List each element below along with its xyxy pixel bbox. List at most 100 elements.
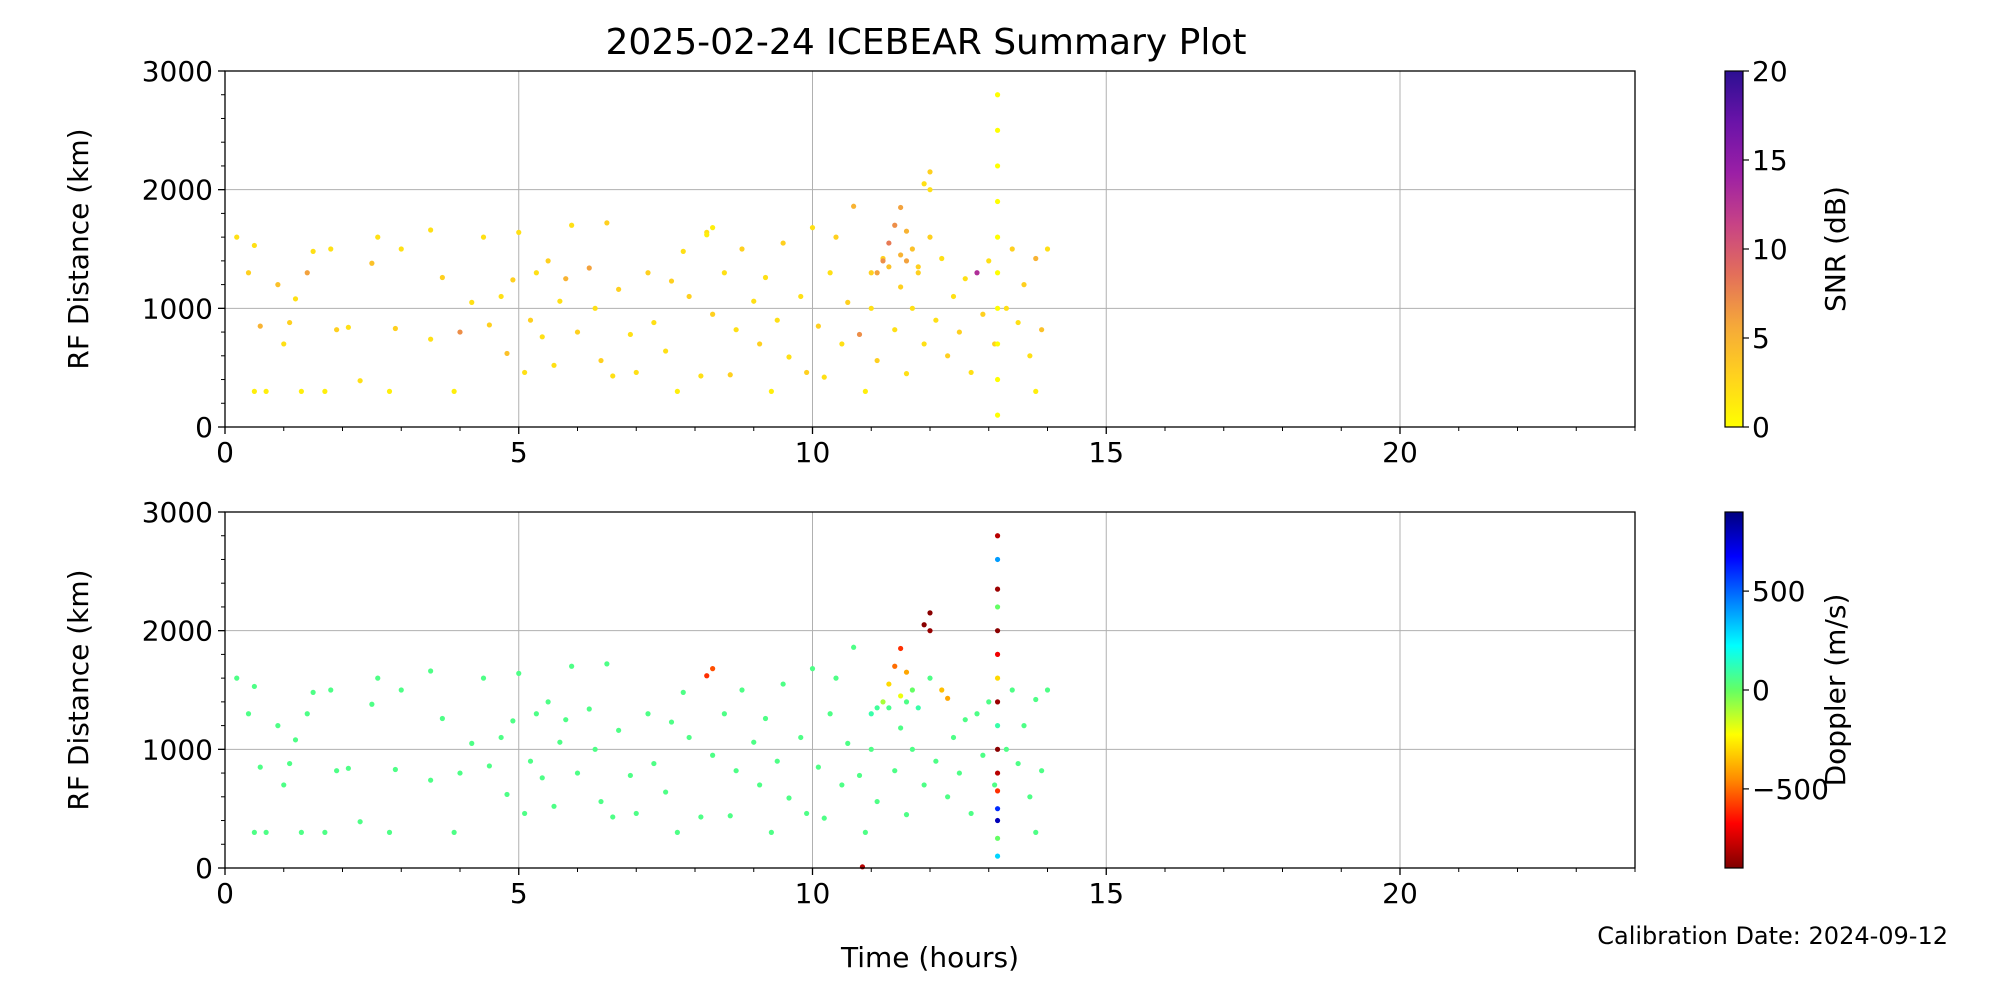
data-point [616, 286, 622, 292]
data-point [956, 770, 962, 776]
data-point [1009, 246, 1015, 252]
data-point [245, 270, 252, 276]
data-point [739, 687, 745, 693]
colorbar-tick-label: 20 [1752, 55, 1788, 88]
data-point [994, 163, 1001, 169]
y-tick-label: 0 [195, 852, 213, 885]
plot-panel: 0 5 10 15 20 0 1000 2000 3000 RF Distance (km) [62, 496, 1636, 910]
data-point [328, 687, 334, 693]
data-point [586, 706, 592, 712]
x-tick-label: 20 [1382, 436, 1418, 469]
data-point [357, 378, 363, 384]
data-point [898, 693, 904, 699]
data-point [851, 203, 857, 209]
data-point [845, 299, 851, 305]
y-tick-label: 1000 [142, 292, 213, 325]
data-point [974, 711, 980, 717]
data-point [927, 169, 933, 175]
colorbar-tick-label: 500 [1752, 575, 1805, 608]
x-axis-label: Time (hours) [840, 941, 1019, 974]
data-point [804, 369, 810, 376]
data-point [287, 760, 293, 767]
data-point [994, 92, 1001, 98]
data-point [856, 331, 863, 338]
data-point [686, 734, 692, 741]
data-point [663, 348, 669, 354]
data-point [903, 371, 910, 377]
data-point [886, 240, 892, 246]
data-point [980, 752, 986, 758]
data-point [921, 181, 927, 187]
data-point [1015, 319, 1021, 326]
data-point [945, 794, 951, 800]
data-point [263, 388, 269, 394]
data-point [994, 412, 1001, 418]
y-axis-label: RF Distance (km) [62, 128, 95, 369]
data-point [939, 255, 945, 262]
data-point [886, 264, 892, 270]
data-point [527, 317, 534, 323]
data-point [1021, 723, 1027, 729]
data-point [874, 357, 880, 364]
data-point [815, 323, 821, 329]
data-point [510, 277, 516, 283]
colorbar-tick-label: −500 [1752, 773, 1829, 806]
data-point [994, 770, 1001, 776]
data-point [610, 814, 616, 820]
data-point [574, 329, 581, 335]
data-point [251, 242, 257, 249]
data-point [245, 711, 252, 717]
data-point [281, 782, 287, 788]
data-point [369, 260, 375, 266]
data-point [1003, 305, 1009, 311]
x-tick-label: 5 [510, 877, 528, 910]
data-point [304, 270, 310, 276]
data-point [933, 758, 939, 764]
colorbar-gradient [1724, 511, 1744, 869]
data-point [275, 723, 281, 729]
data-point [1027, 794, 1033, 800]
data-point [645, 711, 651, 717]
data-point [933, 317, 939, 323]
data-point [986, 258, 992, 264]
data-point [868, 305, 874, 311]
data-point [1044, 687, 1051, 693]
data-point [281, 341, 287, 347]
data-point [909, 305, 915, 311]
data-point [798, 293, 804, 300]
colorbar-tick-label: 15 [1752, 144, 1788, 177]
x-tick-label: 0 [216, 877, 234, 910]
data-point [704, 673, 710, 679]
data-point [563, 717, 569, 723]
y-tick-label: 1000 [142, 733, 213, 766]
data-point [392, 325, 398, 332]
y-tick-label: 2000 [142, 615, 213, 648]
y-tick-label: 3000 [142, 496, 213, 529]
data-point [956, 329, 962, 335]
data-point [757, 782, 763, 788]
axes-frame [224, 70, 1636, 428]
data-point [994, 341, 1001, 347]
data-point [786, 354, 792, 360]
data-point [292, 296, 299, 302]
data-point [994, 234, 1001, 240]
axes-frame [224, 511, 1636, 869]
data-point [633, 369, 639, 376]
data-point [994, 651, 1001, 658]
data-point [1033, 696, 1039, 703]
data-point [874, 270, 880, 276]
data-point [927, 610, 933, 616]
data-point [234, 675, 240, 681]
data-point [915, 264, 921, 270]
data-point [574, 770, 581, 776]
data-point [886, 681, 892, 687]
data-point [545, 258, 551, 264]
x-tick-label: 10 [795, 436, 831, 469]
data-point [704, 232, 710, 238]
data-point [833, 234, 839, 240]
data-point [263, 829, 269, 836]
data-point [686, 293, 692, 300]
data-point [994, 746, 1001, 752]
data-point [809, 225, 816, 231]
